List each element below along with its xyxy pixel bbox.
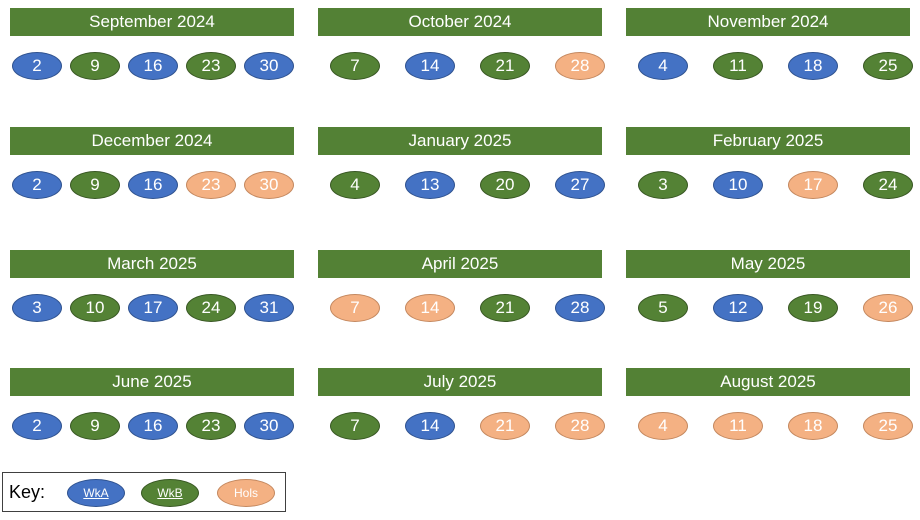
- week-oval: 21: [480, 294, 530, 322]
- week-oval: 2: [12, 412, 62, 440]
- week-oval: 10: [70, 294, 120, 322]
- month-block: July 2025 7 14 21 28: [318, 368, 605, 448]
- week-oval: 4: [330, 171, 380, 199]
- month-block: August 2025 4 11 18 25: [626, 368, 913, 448]
- week-oval: 25: [863, 52, 913, 80]
- week-oval: 30: [244, 171, 294, 199]
- key-wkb: WkB: [141, 479, 199, 507]
- week-oval: 5: [638, 294, 688, 322]
- week-oval: 24: [186, 294, 236, 322]
- month-block: April 2025 7 14 21 28: [318, 250, 605, 330]
- month-title: March 2025: [10, 250, 294, 278]
- week-oval: 2: [12, 52, 62, 80]
- week-oval: 2: [12, 171, 62, 199]
- week-oval: 21: [480, 412, 530, 440]
- month-title: February 2025: [626, 127, 910, 155]
- week-oval: 11: [713, 412, 763, 440]
- month-block: September 2024 2 9 16 23 30: [10, 8, 296, 88]
- week-oval: 28: [555, 52, 605, 80]
- week-oval: 3: [638, 171, 688, 199]
- month-block: February 2025 3 10 17 24: [626, 127, 913, 207]
- week-oval: 28: [555, 412, 605, 440]
- week-oval: 17: [128, 294, 178, 322]
- key-legend: Key: WkA WkB Hols: [2, 472, 286, 512]
- month-title: October 2024: [318, 8, 602, 36]
- month-title: June 2025: [10, 368, 294, 396]
- week-oval: 24: [863, 171, 913, 199]
- month-block: December 2024 2 9 16 23 30: [10, 127, 296, 207]
- week-oval: 13: [405, 171, 455, 199]
- week-oval: 20: [480, 171, 530, 199]
- week-oval: 12: [713, 294, 763, 322]
- week-oval: 14: [405, 52, 455, 80]
- week-oval: 7: [330, 412, 380, 440]
- week-oval: 18: [788, 412, 838, 440]
- month-block: March 2025 3 10 17 24 31: [10, 250, 296, 330]
- week-oval: 21: [480, 52, 530, 80]
- week-oval: 7: [330, 294, 380, 322]
- week-oval: 30: [244, 412, 294, 440]
- month-title: September 2024: [10, 8, 294, 36]
- month-title: April 2025: [318, 250, 602, 278]
- week-oval: 28: [555, 294, 605, 322]
- week-oval: 3: [12, 294, 62, 322]
- month-title: August 2025: [626, 368, 910, 396]
- week-oval: 9: [70, 171, 120, 199]
- week-oval: 30: [244, 52, 294, 80]
- week-oval: 23: [186, 412, 236, 440]
- month-block: June 2025 2 9 16 23 30: [10, 368, 296, 448]
- week-oval: 4: [638, 52, 688, 80]
- week-oval: 14: [405, 412, 455, 440]
- month-block: November 2024 4 11 18 25: [626, 8, 913, 88]
- week-oval: 9: [70, 412, 120, 440]
- week-oval: 4: [638, 412, 688, 440]
- key-wka: WkA: [67, 479, 125, 507]
- week-oval: 18: [788, 52, 838, 80]
- week-oval: 14: [405, 294, 455, 322]
- week-oval: 23: [186, 52, 236, 80]
- week-oval: 25: [863, 412, 913, 440]
- month-title: January 2025: [318, 127, 602, 155]
- key-label: Key:: [9, 482, 46, 502]
- week-oval: 31: [244, 294, 294, 322]
- week-oval: 11: [713, 52, 763, 80]
- key-hols: Hols: [217, 479, 275, 507]
- week-oval: 27: [555, 171, 605, 199]
- month-title: July 2025: [318, 368, 602, 396]
- week-oval: 16: [128, 171, 178, 199]
- week-oval: 19: [788, 294, 838, 322]
- month-title: May 2025: [626, 250, 910, 278]
- week-oval: 16: [128, 412, 178, 440]
- week-oval: 16: [128, 52, 178, 80]
- month-block: May 2025 5 12 19 26: [626, 250, 913, 330]
- week-oval: 10: [713, 171, 763, 199]
- week-oval: 17: [788, 171, 838, 199]
- month-block: October 2024 7 14 21 28: [318, 8, 605, 88]
- week-oval: 7: [330, 52, 380, 80]
- month-title: December 2024: [10, 127, 294, 155]
- week-oval: 23: [186, 171, 236, 199]
- month-block: January 2025 4 13 20 27: [318, 127, 605, 207]
- month-title: November 2024: [626, 8, 910, 36]
- week-oval: 9: [70, 52, 120, 80]
- week-oval: 26: [863, 294, 913, 322]
